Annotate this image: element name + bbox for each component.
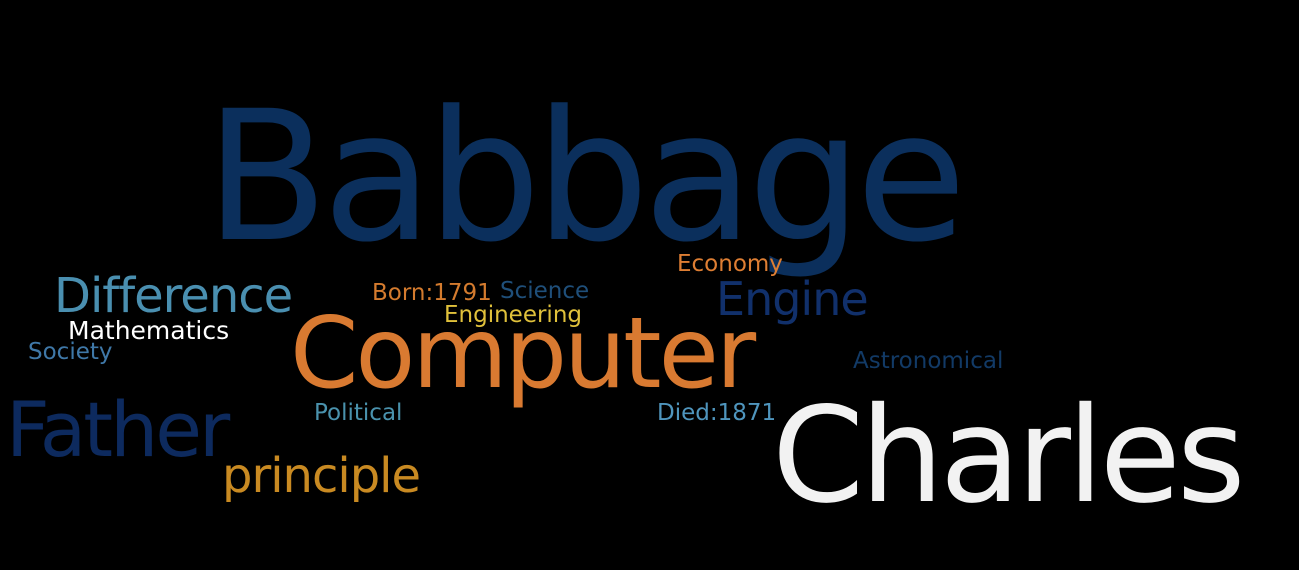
word-economy: Economy [677, 251, 783, 277]
word-mathematics: Mathematics [68, 316, 230, 345]
word-political: Political [314, 400, 403, 426]
word-born-1791: Born:1791 [372, 280, 492, 306]
word-babbage: Babbage [205, 73, 967, 282]
word-engine: Engine [716, 272, 869, 326]
word-charles: Charles [772, 379, 1246, 533]
word-science: Science [500, 278, 590, 304]
word-principle: principle [222, 448, 421, 504]
word-died-1871: Died:1871 [657, 400, 777, 426]
word-astronomical: Astronomical [853, 348, 1004, 374]
word-difference: Difference [54, 268, 293, 324]
word-engineering: Engineering [444, 302, 582, 328]
word-father: Father [6, 385, 230, 474]
word-society: Society [28, 339, 113, 365]
word-computer: Computer [290, 297, 756, 411]
